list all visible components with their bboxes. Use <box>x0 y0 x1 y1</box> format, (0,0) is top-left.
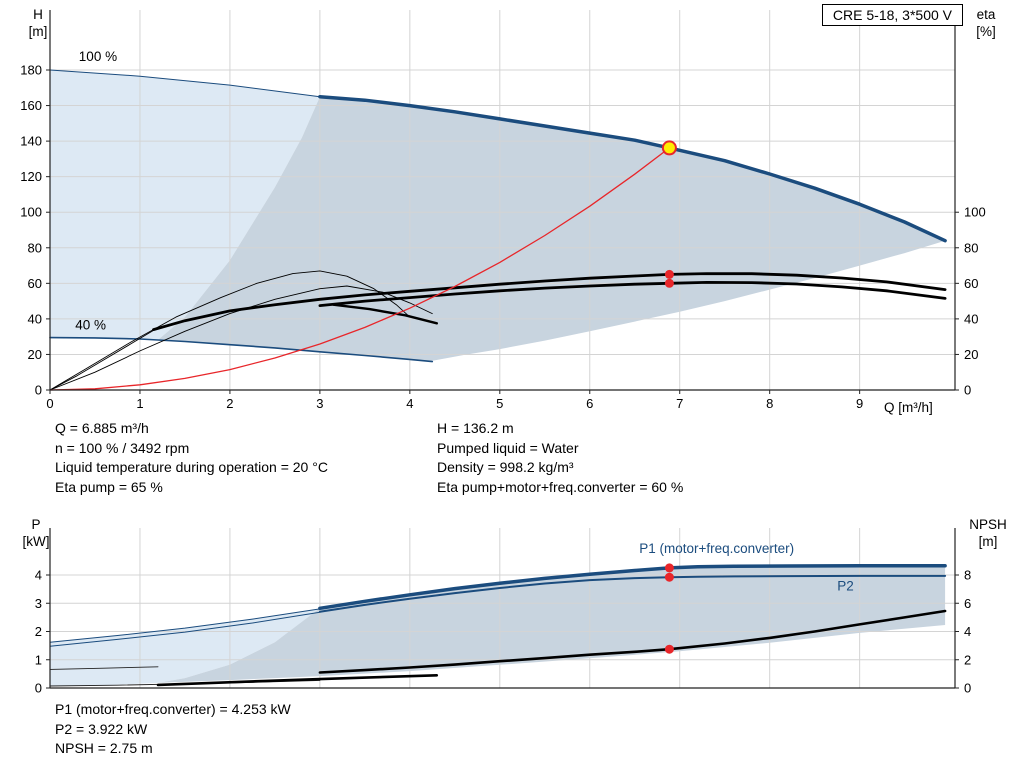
y-tick-label-left: 80 <box>28 240 42 255</box>
eta-pump-point <box>664 269 674 279</box>
p1-curve <box>318 563 947 611</box>
y-tick-label-right: 8 <box>964 568 971 583</box>
p2-point <box>664 572 674 582</box>
x-tick-label: 8 <box>766 396 773 411</box>
h-axis-symbol: H <box>33 7 43 22</box>
eta-curve-thin-b <box>49 285 433 391</box>
y-tick-label-right: 2 <box>964 652 971 667</box>
y-tick-label-left: 100 <box>20 205 42 220</box>
npsh-reduced-curve <box>156 674 439 687</box>
info-speed: n = 100 % / 3492 rpm <box>55 439 190 456</box>
x-tick-label: 3 <box>316 396 323 411</box>
control-curve <box>49 147 671 391</box>
y-tick-label-left: 120 <box>20 169 42 184</box>
npsh-axis-symbol: NPSH <box>969 517 1007 532</box>
x-tick-label: 2 <box>226 396 233 411</box>
info-q: Q = 6.885 m³/h <box>55 420 149 436</box>
info-liquid-temp: Liquid temperature during operation = 20… <box>55 459 328 475</box>
duty-point <box>661 140 677 156</box>
eta-pump-curve <box>152 272 947 331</box>
y-tick-label-left: 180 <box>20 63 42 78</box>
info-h: H = 136.2 m <box>437 420 514 436</box>
power-region-dark <box>158 565 946 683</box>
npsh-point <box>664 644 674 654</box>
p-axis-symbol: P <box>31 517 41 532</box>
y-tick-label-right: 40 <box>964 311 978 326</box>
p1-point <box>664 563 674 573</box>
x-tick-label: 1 <box>136 396 143 411</box>
info-p1: P1 (motor+freq.converter) = 4.253 kW <box>55 701 291 717</box>
eta-axis-title: eta [%] <box>964 6 1008 40</box>
npsh-axis-title: NPSH [m] <box>960 516 1016 550</box>
y-tick-label-left: 4 <box>35 568 42 583</box>
p-axis-title: P [kW] <box>14 516 58 550</box>
eta-total-curve <box>318 281 947 307</box>
power-region-light <box>50 608 320 686</box>
y-tick-label-left: 40 <box>28 311 42 326</box>
label-p2: P2 <box>837 579 854 594</box>
duty-info-right: H = 136.2 m Pumped liquid = Water Densit… <box>437 419 683 497</box>
p-thin-low-a <box>49 666 159 670</box>
h-axis-title: H [m] <box>20 6 56 40</box>
x-tick-label: 7 <box>676 396 683 411</box>
y-tick-label-left: 160 <box>20 98 42 113</box>
y-tick-label-right: 80 <box>964 240 978 255</box>
x-tick-label: 5 <box>496 396 503 411</box>
y-tick-label-right: 100 <box>964 205 986 220</box>
speed-line-100-thin <box>49 69 321 98</box>
p2-thin-left <box>49 611 321 647</box>
y-tick-label-left: 1 <box>35 652 42 667</box>
eta-axis-symbol: eta <box>976 7 996 22</box>
p2-curve <box>318 574 947 613</box>
y-tick-label-right: 60 <box>964 276 978 291</box>
eta-total-point <box>664 278 674 288</box>
info-eta-total: Eta pump+motor+freq.converter = 60 % <box>437 478 684 495</box>
x-tick-label: 0 <box>46 396 53 411</box>
eta-curve-thin-c <box>49 329 154 391</box>
eta-boundary-tail <box>332 303 438 325</box>
pump-type-box: CRE 5-18, 3*500 V <box>821 4 963 26</box>
y-tick-label-left: 3 <box>35 596 42 611</box>
p-axis-unit: [kW] <box>22 534 50 549</box>
duty-info-left: Q = 6.885 m³/h n = 100 % / 3492 rpm Liqu… <box>55 419 328 497</box>
power-npsh-chart: 0 1 2 3 4 0 2 4 6 8 P1 (motor+freq.converter) P2 <box>35 528 971 696</box>
y-tick-label-right: 6 <box>964 596 971 611</box>
q-axis-title: Q [m³/h] <box>884 400 933 415</box>
y-tick-label-right: 20 <box>964 347 978 362</box>
label-speed-100: 100 % <box>79 49 117 64</box>
y-tick-label-left: 0 <box>35 681 42 696</box>
label-p1: P1 (motor+freq.converter) <box>639 541 794 556</box>
power-info: P1 (motor+freq.converter) = 4.253 kW P2 … <box>55 700 291 759</box>
y-tick-label-left: 2 <box>35 624 42 639</box>
operating-region-light <box>50 70 320 340</box>
info-npsh: NPSH = 2.75 m <box>55 740 153 756</box>
h-axis-unit: [m] <box>28 24 48 39</box>
p1-thin-left <box>49 608 321 643</box>
y-tick-label-left: 0 <box>35 383 42 398</box>
y-tick-label-left: 20 <box>28 347 42 362</box>
info-density: Density = 998.2 kg/m³ <box>437 459 574 475</box>
y-tick-label-right: 0 <box>964 681 971 696</box>
npsh-axis-unit: [m] <box>978 534 998 549</box>
y-tick-label-left: 60 <box>28 276 42 291</box>
y-tick-label-left: 140 <box>20 134 42 149</box>
x-tick-label: 4 <box>406 396 413 411</box>
pump-curve-100 <box>318 94 947 243</box>
eta-axis-unit: [%] <box>976 24 996 39</box>
x-tick-label: 9 <box>856 396 863 411</box>
info-p2: P2 = 3.922 kW <box>55 720 148 737</box>
info-pumped-liquid: Pumped liquid = Water <box>437 439 579 456</box>
label-speed-40: 40 % <box>75 318 106 333</box>
y-tick-label-right: 0 <box>964 383 971 398</box>
npsh-curve <box>318 609 947 674</box>
pump-curve-40 <box>49 336 434 363</box>
x-tick-label: 6 <box>586 396 593 411</box>
info-eta-pump: Eta pump = 65 % <box>55 478 163 495</box>
hq-eta-chart: 0 20 40 60 80 100 120 140 160 180 0 20 40 60 80 100 0 1 2 3… <box>20 10 986 411</box>
y-tick-label-right: 4 <box>964 624 971 639</box>
